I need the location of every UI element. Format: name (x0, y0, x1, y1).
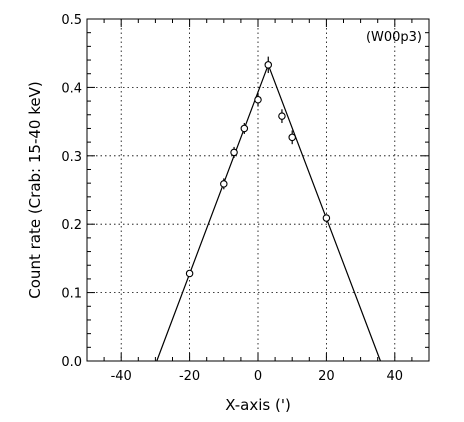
data-point-3 (240, 122, 249, 134)
y-tick-label-3: 0.3 (61, 150, 82, 165)
y-axis-title: Count rate (Crab: 15-40 keV) (26, 81, 44, 298)
point-marker (264, 61, 273, 69)
point-marker (288, 133, 296, 142)
major-ticks (87, 18, 429, 362)
x-tick-label-1: -20 (179, 369, 200, 384)
x-tick-label-0: -40 (111, 369, 132, 384)
point-marker (254, 95, 262, 104)
data-point-0 (185, 269, 194, 278)
y-tick-label-5: 0.5 (61, 13, 82, 28)
point-marker (220, 180, 228, 188)
model-line (156, 63, 381, 362)
x-axis-title: X-axis (') (225, 396, 291, 414)
point-marker (230, 148, 238, 157)
point-marker (322, 214, 331, 222)
minor-ticks (86, 19, 430, 361)
x-tick-label-2: 0 (254, 369, 262, 384)
data-point-6 (278, 109, 286, 123)
data-points (185, 56, 331, 278)
y-tick-label-1: 0.1 (61, 287, 82, 302)
data-point-5 (264, 56, 273, 74)
data-point-8 (322, 214, 331, 222)
y-tick-label-0: 0.0 (61, 355, 82, 370)
y-tick-labels: 0.0 0.1 0.2 0.3 0.4 0.5 (61, 13, 82, 370)
model-line-group (156, 63, 381, 362)
point-marker (278, 112, 286, 120)
y-tick-label-4: 0.4 (61, 81, 82, 96)
data-point-7 (288, 130, 296, 145)
point-marker (240, 124, 249, 133)
data-point-4 (254, 92, 262, 107)
x-tick-label-4: 40 (387, 369, 404, 384)
annotation-label: (W00p3) (366, 30, 422, 45)
grid (87, 19, 429, 361)
point-marker (185, 269, 194, 278)
y-tick-label-2: 0.2 (61, 218, 82, 233)
x-tick-label-3: 20 (318, 369, 335, 384)
x-tick-labels: -40 -20 0 20 40 (111, 369, 403, 384)
data-point-1 (220, 178, 228, 190)
data-point-2 (230, 146, 238, 158)
